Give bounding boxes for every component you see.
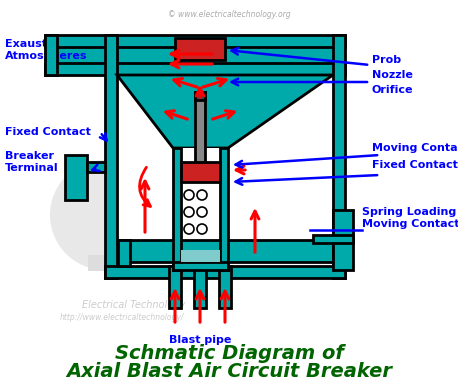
Circle shape	[184, 224, 194, 234]
Bar	[118, 240, 130, 266]
Text: Spring Loading for
Moving Contacts: Spring Loading for Moving Contacts	[362, 207, 458, 229]
Bar	[195, 92, 205, 168]
Text: © www.electricaltechnology.org: © www.electricaltechnology.org	[168, 10, 290, 19]
Bar	[333, 210, 353, 270]
Text: Schmatic Diagram of: Schmatic Diagram of	[114, 344, 344, 363]
Polygon shape	[117, 75, 333, 148]
Text: Fixed Contact: Fixed Contact	[372, 160, 458, 170]
Bar	[65, 155, 87, 200]
Bar	[194, 266, 206, 308]
Text: Breaker
Terminal: Breaker Terminal	[5, 151, 59, 173]
Circle shape	[184, 190, 194, 200]
Bar	[195, 92, 205, 100]
Bar	[333, 35, 345, 278]
Bar	[45, 35, 345, 47]
Bar	[173, 148, 181, 270]
Text: Nozzle: Nozzle	[372, 70, 413, 80]
Circle shape	[50, 160, 160, 270]
Text: Moving Contact: Moving Contact	[372, 143, 458, 153]
Circle shape	[197, 207, 207, 217]
Bar	[105, 35, 117, 278]
Text: Fixed Contact: Fixed Contact	[5, 127, 91, 137]
Bar	[45, 63, 345, 75]
Bar	[45, 35, 57, 75]
Text: Electrical Technology: Electrical Technology	[82, 300, 185, 310]
Bar	[173, 262, 228, 270]
Bar	[175, 38, 225, 60]
Bar	[181, 148, 220, 262]
Bar	[181, 162, 220, 182]
Polygon shape	[129, 75, 321, 148]
Bar	[88, 255, 122, 263]
Text: Exaust to
Atmospheres: Exaust to Atmospheres	[5, 39, 87, 61]
Text: Blast pipe: Blast pipe	[169, 335, 231, 345]
Bar	[118, 240, 333, 262]
Bar	[219, 266, 231, 308]
Text: http://www.electricaltechnology/: http://www.electricaltechnology/	[60, 313, 185, 322]
Bar	[220, 148, 228, 270]
Text: Prob: Prob	[372, 55, 401, 65]
Bar	[313, 235, 353, 243]
Bar	[181, 250, 220, 262]
Circle shape	[184, 207, 194, 217]
Bar	[169, 266, 181, 308]
Bar	[117, 75, 333, 266]
Bar	[220, 240, 321, 262]
Circle shape	[65, 175, 145, 255]
Bar	[105, 266, 345, 278]
Circle shape	[197, 190, 207, 200]
Text: Axial Blast Air Circuit Breaker: Axial Blast Air Circuit Breaker	[66, 362, 392, 381]
Circle shape	[197, 224, 207, 234]
Bar	[88, 263, 122, 271]
Text: Orifice: Orifice	[372, 85, 414, 95]
Bar	[130, 240, 173, 262]
Bar	[87, 162, 105, 172]
Bar	[57, 47, 333, 63]
